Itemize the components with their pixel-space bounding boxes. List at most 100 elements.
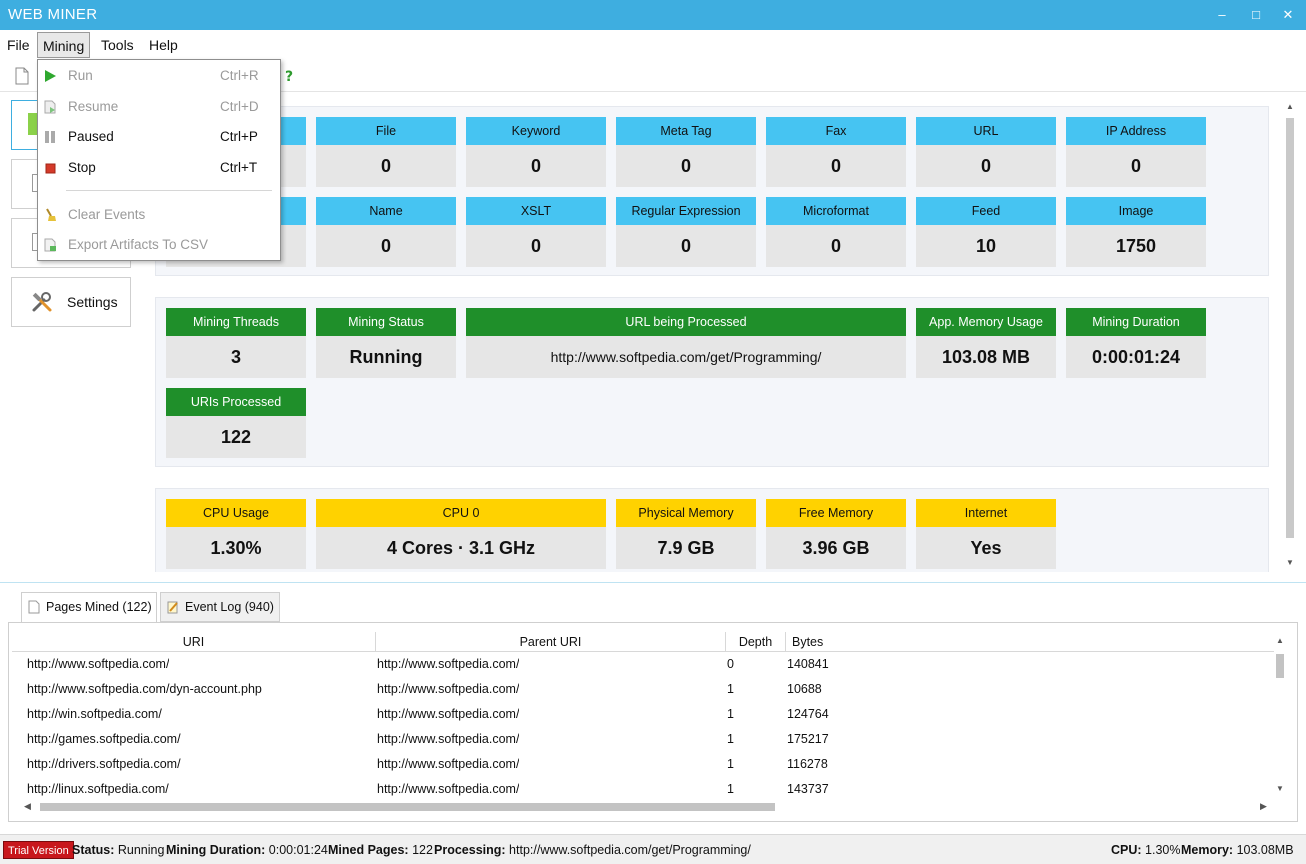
scroll-up-icon[interactable]: ▲ [1286,102,1294,111]
tile-value: 0 [830,156,841,176]
cell-parent-uri: http://www.softpedia.com/ [377,707,520,721]
cell-uri: http://linux.softpedia.com/ [27,782,169,796]
scrollbar-thumb[interactable] [1286,118,1294,538]
tile-value: 122 [220,427,252,447]
tile-label: Feed [916,197,1056,225]
tile-label: IP Address [1066,117,1206,145]
column-header-depth[interactable]: Depth [726,632,786,652]
menu-item-stop[interactable]: Stop Ctrl+T [38,154,280,182]
artifact-tile-feed: Feed 10 [916,197,1056,267]
column-header-uri[interactable]: URI [12,632,376,652]
menu-help[interactable]: Help [149,37,178,53]
cell-depth: 1 [727,682,734,696]
nav-settings-button[interactable]: Settings [11,277,131,327]
artifact-tile-url: URL 0 [916,117,1056,187]
cell-depth: 0 [727,657,734,671]
artifact-tile-microformat: Microformat 0 [766,197,906,267]
tile-label: URIs Processed [166,388,306,416]
column-header-parent-uri[interactable]: Parent URI [376,632,726,652]
dashboard-icon [28,113,38,135]
tile-value: 0 [1130,156,1141,176]
scroll-left-icon[interactable]: ◀ [24,801,31,811]
minimize-icon[interactable]: – [1218,7,1226,22]
splitter[interactable] [0,582,1306,583]
menu-tools[interactable]: Tools [101,37,134,53]
menu-item-export-csv[interactable]: Export Artifacts To CSV [38,231,280,259]
menu-file[interactable]: File [7,37,30,53]
status-value: Running [117,843,165,857]
grid-horizontal-scrollbar[interactable]: ◀ ▶ [20,800,1274,814]
tile-value: 0 [530,156,541,176]
scroll-down-icon[interactable]: ▼ [1276,784,1284,793]
grid-vertical-scrollbar[interactable]: ▲ ▼ [1274,634,1286,798]
tile-label: CPU Usage [166,499,306,527]
title-bar: WEB MINER – □ ✕ [0,0,1306,30]
cpu-usage-tile: CPU Usage 1.30% [166,499,306,569]
tab-event-log[interactable]: Event Log (940) [160,592,280,622]
pages-mined-grid [8,622,1298,822]
artifact-tile-fax: Fax 0 [766,117,906,187]
menu-mining[interactable]: Mining [37,32,91,58]
tile-label: Image [1066,197,1206,225]
cell-parent-uri: http://www.softpedia.com/ [377,757,520,771]
memory-label: Memory: [1181,843,1234,857]
menu-item-label: Export Artifacts To CSV [68,237,209,252]
duration-text: Mining Duration: 0:00:01:24 [166,843,328,857]
scroll-right-icon[interactable]: ▶ [1260,801,1267,811]
pause-icon [45,131,55,143]
cell-uri: http://www.softpedia.com/dyn-account.php [27,682,262,696]
processing-label: Processing: [434,843,506,857]
tile-value: http://www.softpedia.com/get/Programming… [550,349,822,365]
physical-memory-tile: Physical Memory 7.9 GB [616,499,756,569]
broom-icon [46,208,56,221]
scrollbar-thumb[interactable] [40,803,775,811]
column-header-bytes[interactable]: Bytes [792,635,824,649]
menu-item-resume[interactable]: Resume Ctrl+D [38,93,280,121]
tile-label: CPU 0 [316,499,606,527]
maximize-icon[interactable]: □ [1252,7,1260,22]
status-text: Status: Running [72,843,164,857]
dashboard-scrollbar[interactable]: ▲ ▼ [1284,100,1296,572]
tile-value: Yes [970,538,1002,558]
mined-value: 122 [412,843,433,857]
artifact-tile-image: Image 1750 [1066,197,1206,267]
menu-item-paused[interactable]: Paused Ctrl+P [38,123,280,151]
menu-item-clear-events[interactable]: Clear Events [38,201,280,229]
close-icon[interactable]: ✕ [1282,7,1294,22]
table-row[interactable]: http://www.softpedia.com/ http://www.sof… [12,652,1274,677]
menu-bar: File Mining Tools Help [0,30,1306,60]
menu-item-shortcut: Ctrl+R [220,68,259,83]
scroll-up-icon[interactable]: ▲ [1276,636,1284,645]
cell-depth: 1 [727,757,734,771]
event-log-icon [167,601,178,614]
new-document-icon[interactable] [14,67,30,85]
tile-value: 0 [680,156,691,176]
toolbar: ? [0,60,1306,92]
system-panel: CPU Usage 1.30% CPU 0 4 Cores · 3.1 GHz … [155,488,1269,572]
scrollbar-thumb[interactable] [1276,654,1284,678]
page-icon [28,600,40,614]
table-row[interactable]: http://linux.softpedia.com/ http://www.s… [12,777,1274,802]
artifact-tile-xslt: XSLT 0 [466,197,606,267]
memory-value: 103.08MB [1236,843,1294,857]
table-row[interactable]: http://games.softpedia.com/ http://www.s… [12,727,1274,752]
help-icon[interactable]: ? [282,67,298,85]
free-memory-tile: Free Memory 3.96 GB [766,499,906,569]
trial-badge: Trial Version [3,841,74,859]
svg-text:?: ? [285,69,293,85]
table-row[interactable]: http://drivers.softpedia.com/ http://www… [12,752,1274,777]
stop-icon [45,163,56,174]
tile-value: 1.30% [210,538,262,558]
tab-pages-mined[interactable]: Pages Mined (122) [21,592,157,623]
tile-value: 0 [680,236,691,256]
table-row[interactable]: http://www.softpedia.com/dyn-account.php… [12,677,1274,702]
tile-label: Free Memory [766,499,906,527]
menu-item-label: Paused [68,129,114,144]
tile-value: Running [349,347,423,367]
menu-item-run[interactable]: Run Ctrl+R [38,62,280,90]
status-label: Status: [72,843,115,857]
scroll-down-icon[interactable]: ▼ [1286,558,1294,567]
table-row[interactable]: http://win.softpedia.com/ http://www.sof… [12,702,1274,727]
tile-label: Mining Threads [166,308,306,336]
cell-bytes: 116278 [787,757,828,771]
